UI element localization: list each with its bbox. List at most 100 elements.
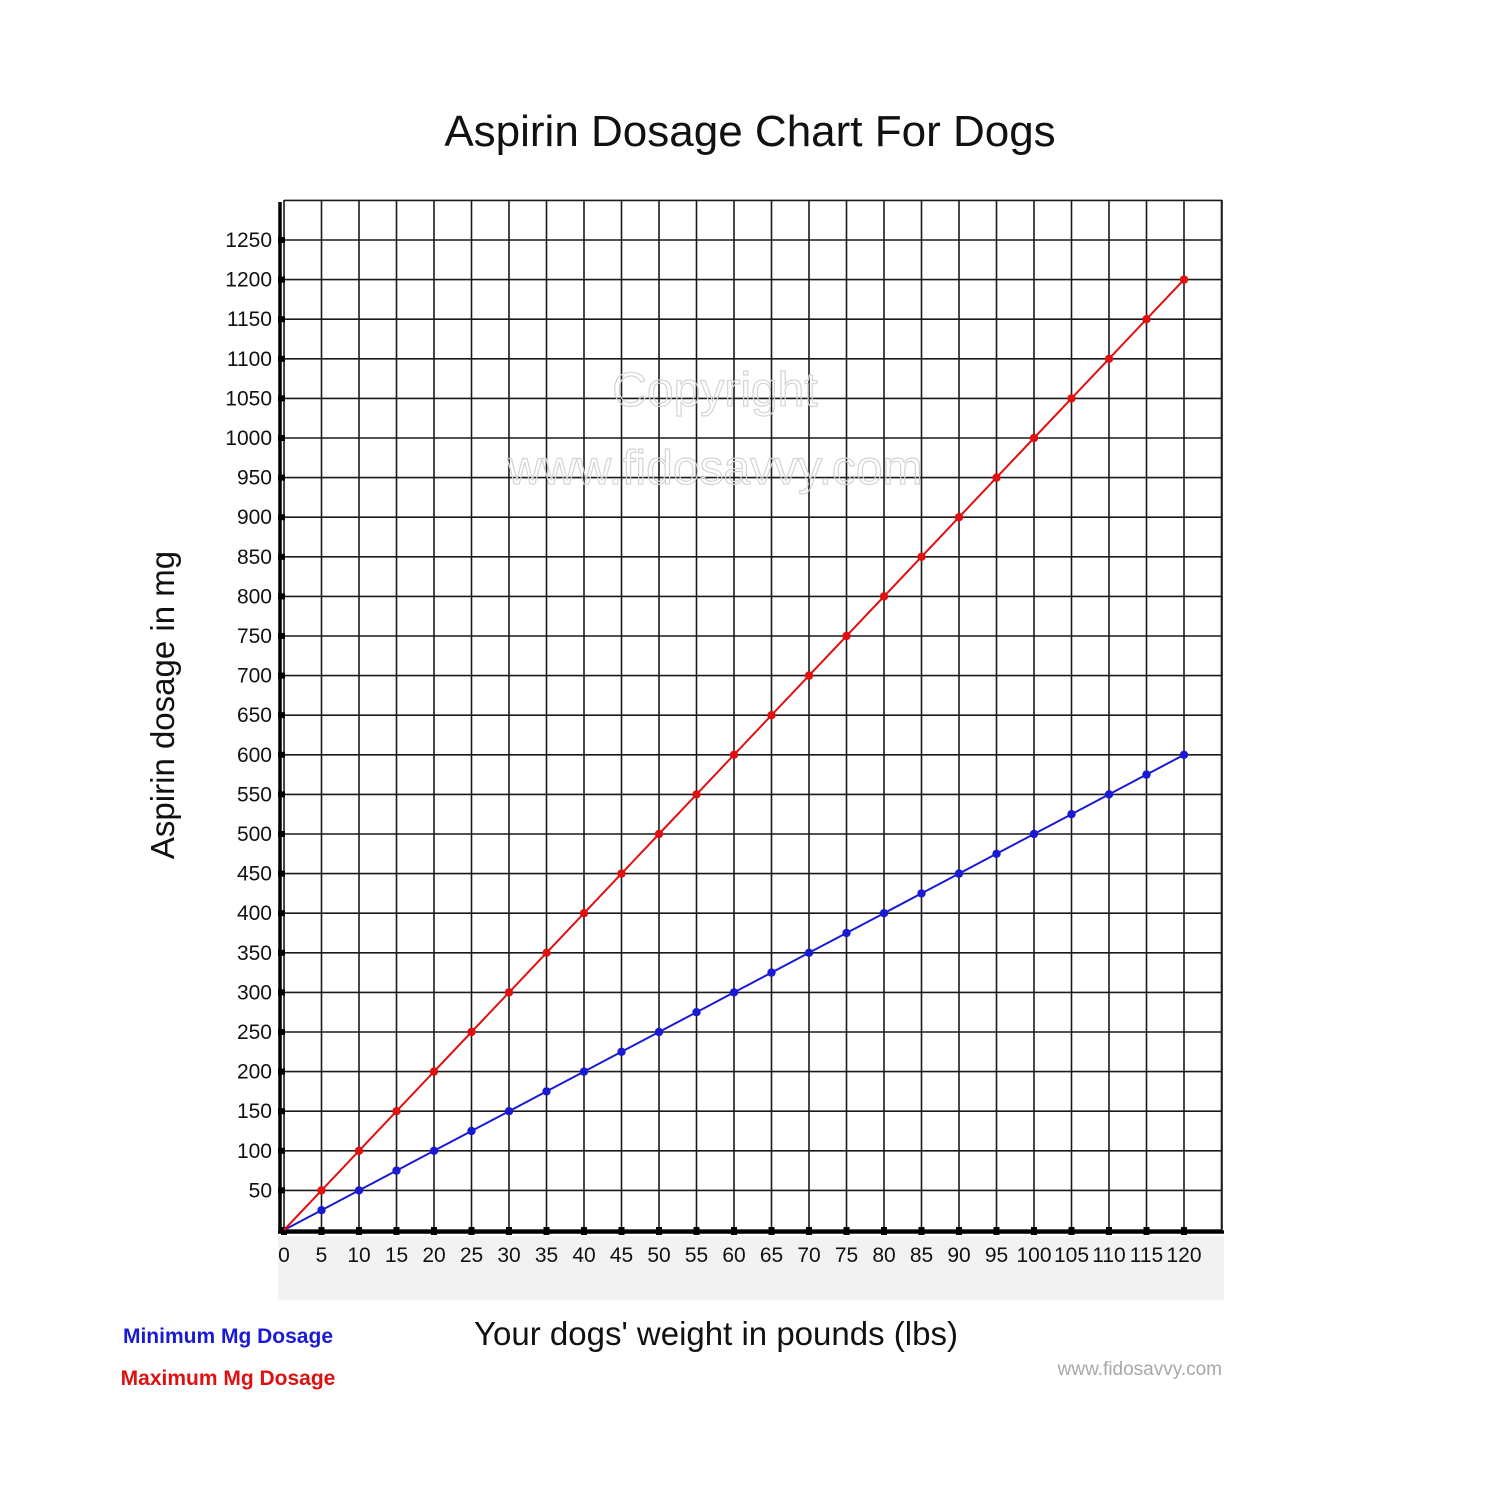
y-tick-labels: 50 100 150 200 250 300 350 400 450 500 550 600 650 70… [225, 229, 285, 1202]
x-tick-mark [1106, 1227, 1112, 1235]
data-point-maximum [467, 1027, 476, 1037]
x-tick-mark [993, 1227, 1000, 1235]
y-tick-label: 500 [237, 823, 272, 846]
y-tick-mark [278, 237, 285, 243]
y-tick-mark [278, 514, 285, 521]
x-tick-label: 60 [722, 1244, 745, 1267]
y-tick-mark [278, 1187, 285, 1194]
y-tick-label: 1250 [225, 229, 272, 252]
x-tick-mark [768, 1227, 775, 1235]
data-point-minimum [917, 889, 926, 898]
x-tick-mark [843, 1227, 850, 1235]
data-point-maximum [692, 790, 701, 799]
x-tick-mark [731, 1227, 737, 1235]
watermark-copyright: Copyright [612, 364, 817, 417]
y-tick-mark [278, 712, 285, 719]
x-tick-strip [278, 1236, 1224, 1300]
y-tick-label: 150 [237, 1100, 272, 1123]
y-tick-mark [278, 949, 285, 956]
x-tick-label: 10 [347, 1244, 370, 1267]
data-point-minimum [804, 948, 814, 957]
data-point-minimum [617, 1047, 626, 1057]
data-point-maximum [542, 948, 551, 957]
x-tick-label: 35 [535, 1244, 558, 1267]
x-tick-label: 80 [872, 1244, 895, 1267]
y-tick-label: 750 [237, 625, 272, 648]
y-tick-label: 900 [237, 506, 272, 529]
x-tick-labels: 0 5 10 15 20 25 30 35 40 45 50 55 60 65 70 75 80 85 90 95 10… [278, 1227, 1202, 1267]
x-tick-mark [956, 1227, 962, 1235]
data-point-maximum [354, 1146, 364, 1156]
x-tick-label: 25 [460, 1244, 483, 1267]
y-tick-label: 600 [237, 744, 272, 767]
x-tick-mark [1031, 1227, 1037, 1235]
x-tick-mark [431, 1227, 437, 1235]
x-tick-label: 45 [610, 1244, 633, 1267]
data-point-maximum [1142, 315, 1151, 324]
x-axis-label: Your dogs' weight in pounds (lbs) [474, 1315, 958, 1352]
data-point-maximum [1104, 354, 1114, 363]
y-tick-mark [278, 672, 285, 679]
y-tick-label: 350 [237, 942, 272, 965]
x-tick-mark [1143, 1227, 1150, 1235]
data-point-maximum [579, 909, 589, 918]
data-point-minimum [654, 1027, 664, 1037]
data-point-minimum [429, 1146, 439, 1156]
x-tick-label: 115 [1130, 1244, 1163, 1267]
grid [283, 199, 1223, 1231]
data-point-maximum [917, 552, 926, 561]
data-point-maximum [1029, 433, 1039, 443]
data-point-minimum [1104, 790, 1114, 799]
y-tick-mark [278, 791, 285, 798]
data-point-minimum [579, 1067, 589, 1076]
x-tick-mark [881, 1227, 887, 1235]
y-tick-mark [278, 1108, 285, 1115]
y-tick-label: 100 [237, 1140, 272, 1163]
data-point-minimum [317, 1206, 326, 1215]
y-tick-label: 1000 [225, 427, 272, 450]
data-point-maximum [1179, 275, 1189, 284]
x-tick-mark [506, 1227, 512, 1235]
x-tick-label: 95 [985, 1244, 1008, 1267]
legend: Minimum Mg Dosage Maximum Mg Dosage [121, 1325, 336, 1390]
y-tick-label: 950 [237, 467, 272, 490]
data-point-minimum [1029, 829, 1039, 839]
x-tick-mark [468, 1227, 475, 1235]
site-credit: www.fidosavvy.com [1057, 1359, 1222, 1380]
data-point-minimum [392, 1166, 401, 1175]
data-point-maximum [654, 829, 664, 839]
x-tick-mark [918, 1227, 925, 1235]
y-tick-mark [278, 474, 285, 481]
y-tick-mark [278, 633, 285, 639]
y-tick-mark [278, 1068, 285, 1075]
x-tick-label: 90 [947, 1244, 970, 1267]
x-tick-label: 105 [1054, 1244, 1089, 1267]
y-tick-label: 250 [237, 1021, 272, 1044]
legend-minimum-dosage: Minimum Mg Dosage [123, 1325, 333, 1348]
legend-maximum-dosage: Maximum Mg Dosage [121, 1367, 336, 1390]
data-point-minimum [692, 1008, 701, 1017]
data-point-minimum [842, 928, 851, 938]
y-tick-label: 700 [237, 665, 272, 688]
y-tick-mark [278, 276, 285, 283]
y-tick-label: 50 [249, 1179, 272, 1202]
y-tick-label: 1050 [225, 387, 272, 410]
x-tick-label: 50 [647, 1244, 670, 1267]
y-tick-label: 1150 [227, 308, 272, 331]
y-tick-mark [278, 593, 285, 600]
x-tick-mark [356, 1227, 362, 1235]
data-point-minimum [1067, 810, 1076, 819]
y-tick-mark [278, 355, 285, 362]
x-tick-mark [693, 1227, 700, 1235]
y-tick-mark [278, 1147, 285, 1154]
data-point-maximum [504, 988, 514, 997]
x-tick-mark [806, 1227, 812, 1235]
x-tick-label: 5 [316, 1244, 328, 1267]
data-point-maximum [954, 513, 964, 522]
x-tick-label: 40 [572, 1244, 595, 1267]
y-tick-label: 400 [237, 902, 272, 925]
y-tick-mark [278, 910, 285, 917]
y-tick-mark [278, 395, 285, 402]
data-point-maximum [804, 671, 814, 680]
